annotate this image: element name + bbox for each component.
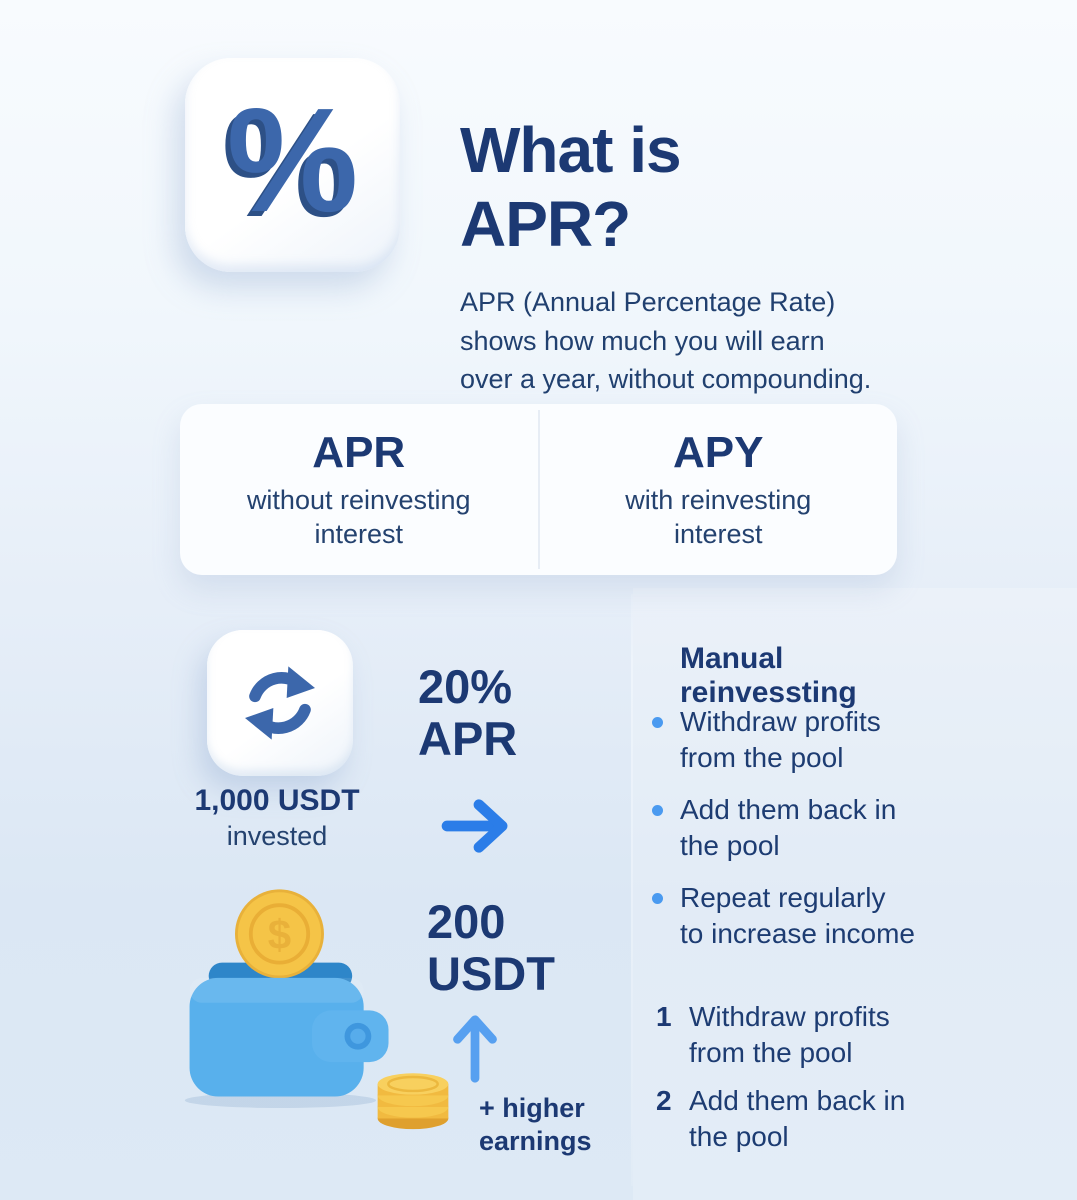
page-description: APR (Annual Percentage Rate) shows how m… bbox=[460, 287, 872, 395]
invested-caption: 1,000 USDT invested bbox=[158, 784, 396, 852]
section-divider bbox=[631, 594, 633, 1186]
step-text: Add them back in the pool bbox=[689, 1085, 906, 1152]
invested-amount: 1,000 USDT bbox=[194, 784, 360, 817]
list-item: Withdraw profits from the pool bbox=[652, 704, 942, 775]
bullet-text: Repeat regularly to increase income bbox=[680, 882, 916, 949]
list-item: Repeat regularly to increase income bbox=[652, 880, 942, 951]
apy-subtitle: with reinvesting interest bbox=[625, 485, 812, 550]
manual-steps-list: 1 Withdraw profits from the pool 2 Add t… bbox=[656, 999, 946, 1167]
bullet-text: Add them back in the pool bbox=[680, 794, 897, 861]
invested-label: invested bbox=[226, 821, 328, 851]
step-text: Withdraw profits from the pool bbox=[689, 1001, 890, 1068]
step-number: 2 bbox=[656, 1085, 672, 1117]
coin-stack-illustration bbox=[377, 1073, 449, 1130]
page-title: What is APR? bbox=[460, 113, 682, 261]
wallet-illustration: $ bbox=[184, 889, 389, 1108]
right-column-tint bbox=[633, 588, 1077, 1200]
percent-icon: % bbox=[226, 78, 359, 243]
bullet-dot-icon bbox=[652, 805, 663, 817]
list-item: 2 Add them back in the pool bbox=[656, 1083, 946, 1154]
coin-icon: $ bbox=[235, 889, 324, 979]
percent-tile: % bbox=[185, 58, 400, 272]
up-arrow-icon bbox=[453, 1015, 497, 1083]
reinvest-cycle-tile bbox=[207, 630, 353, 776]
manual-bullet-list: Withdraw profits from the pool Add them … bbox=[652, 704, 942, 968]
right-arrow-icon bbox=[441, 799, 508, 853]
svg-text:$: $ bbox=[268, 911, 291, 958]
result-value: 200 USDT bbox=[427, 895, 555, 1000]
bullet-dot-icon bbox=[652, 893, 663, 905]
list-item: 1 Withdraw profits from the pool bbox=[656, 999, 946, 1070]
wallet-body bbox=[189, 977, 364, 1097]
higher-earnings-note: + higher earnings bbox=[479, 1093, 592, 1157]
apr-rate-value: 20% APR bbox=[418, 660, 518, 765]
apr-apy-card: APR without reinvesting interest APY wit… bbox=[180, 404, 897, 575]
list-item: Add them back in the pool bbox=[652, 792, 942, 863]
manual-reinvesting-heading: Manual reinvessting bbox=[680, 641, 857, 710]
bullet-text: Withdraw profits from the pool bbox=[680, 706, 881, 773]
apy-column: APY with reinvesting interest bbox=[540, 404, 898, 575]
apr-subtitle: without reinvesting interest bbox=[246, 485, 471, 550]
step-number: 1 bbox=[656, 1001, 672, 1032]
apr-title: APR bbox=[312, 427, 406, 477]
cycle-arrows-icon bbox=[245, 666, 315, 740]
apy-title: APY bbox=[673, 427, 764, 477]
bullet-dot-icon bbox=[652, 717, 663, 728]
apr-column: APR without reinvesting interest bbox=[180, 404, 538, 575]
card-divider bbox=[537, 410, 540, 569]
